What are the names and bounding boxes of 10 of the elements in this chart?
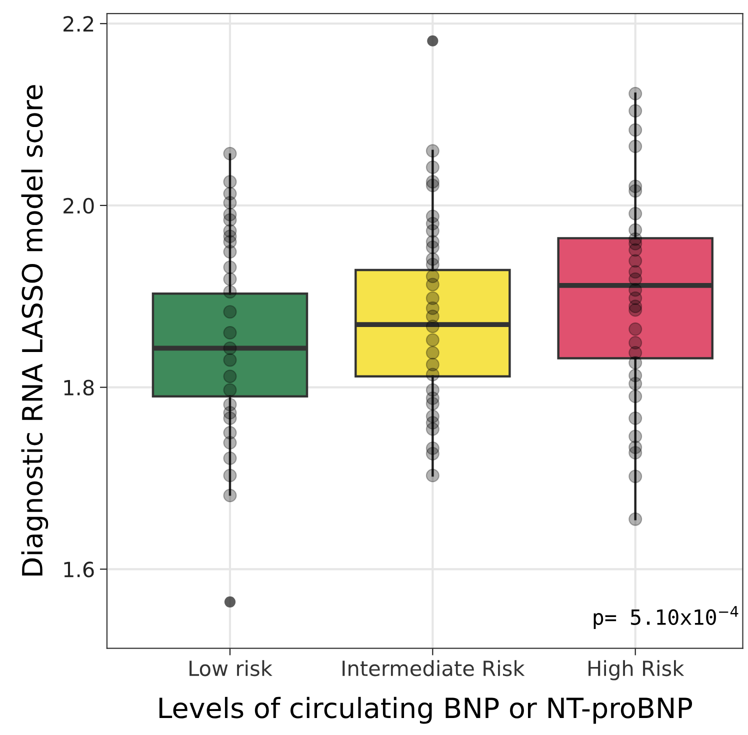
y-tick-label: 1.6 (64, 562, 94, 578)
y-tick-label: 2.2 (64, 16, 94, 32)
y-tick-label: 2.0 (64, 198, 94, 214)
x-tick-label: Low risk (190, 660, 272, 676)
y-axis-title: Diagnostic RNA LASSO model score (21, 85, 48, 576)
x-tick-label: High Risk (588, 660, 684, 680)
y-tick-label: 1.8 (64, 380, 94, 396)
x-tick-label: Intermediate Risk (342, 660, 525, 676)
annotation: p= 5.10x10$^{−4}$ (594, 606, 738, 630)
x-axis-title: Levels of circulating BNP or NT-proBNP (159, 696, 692, 724)
